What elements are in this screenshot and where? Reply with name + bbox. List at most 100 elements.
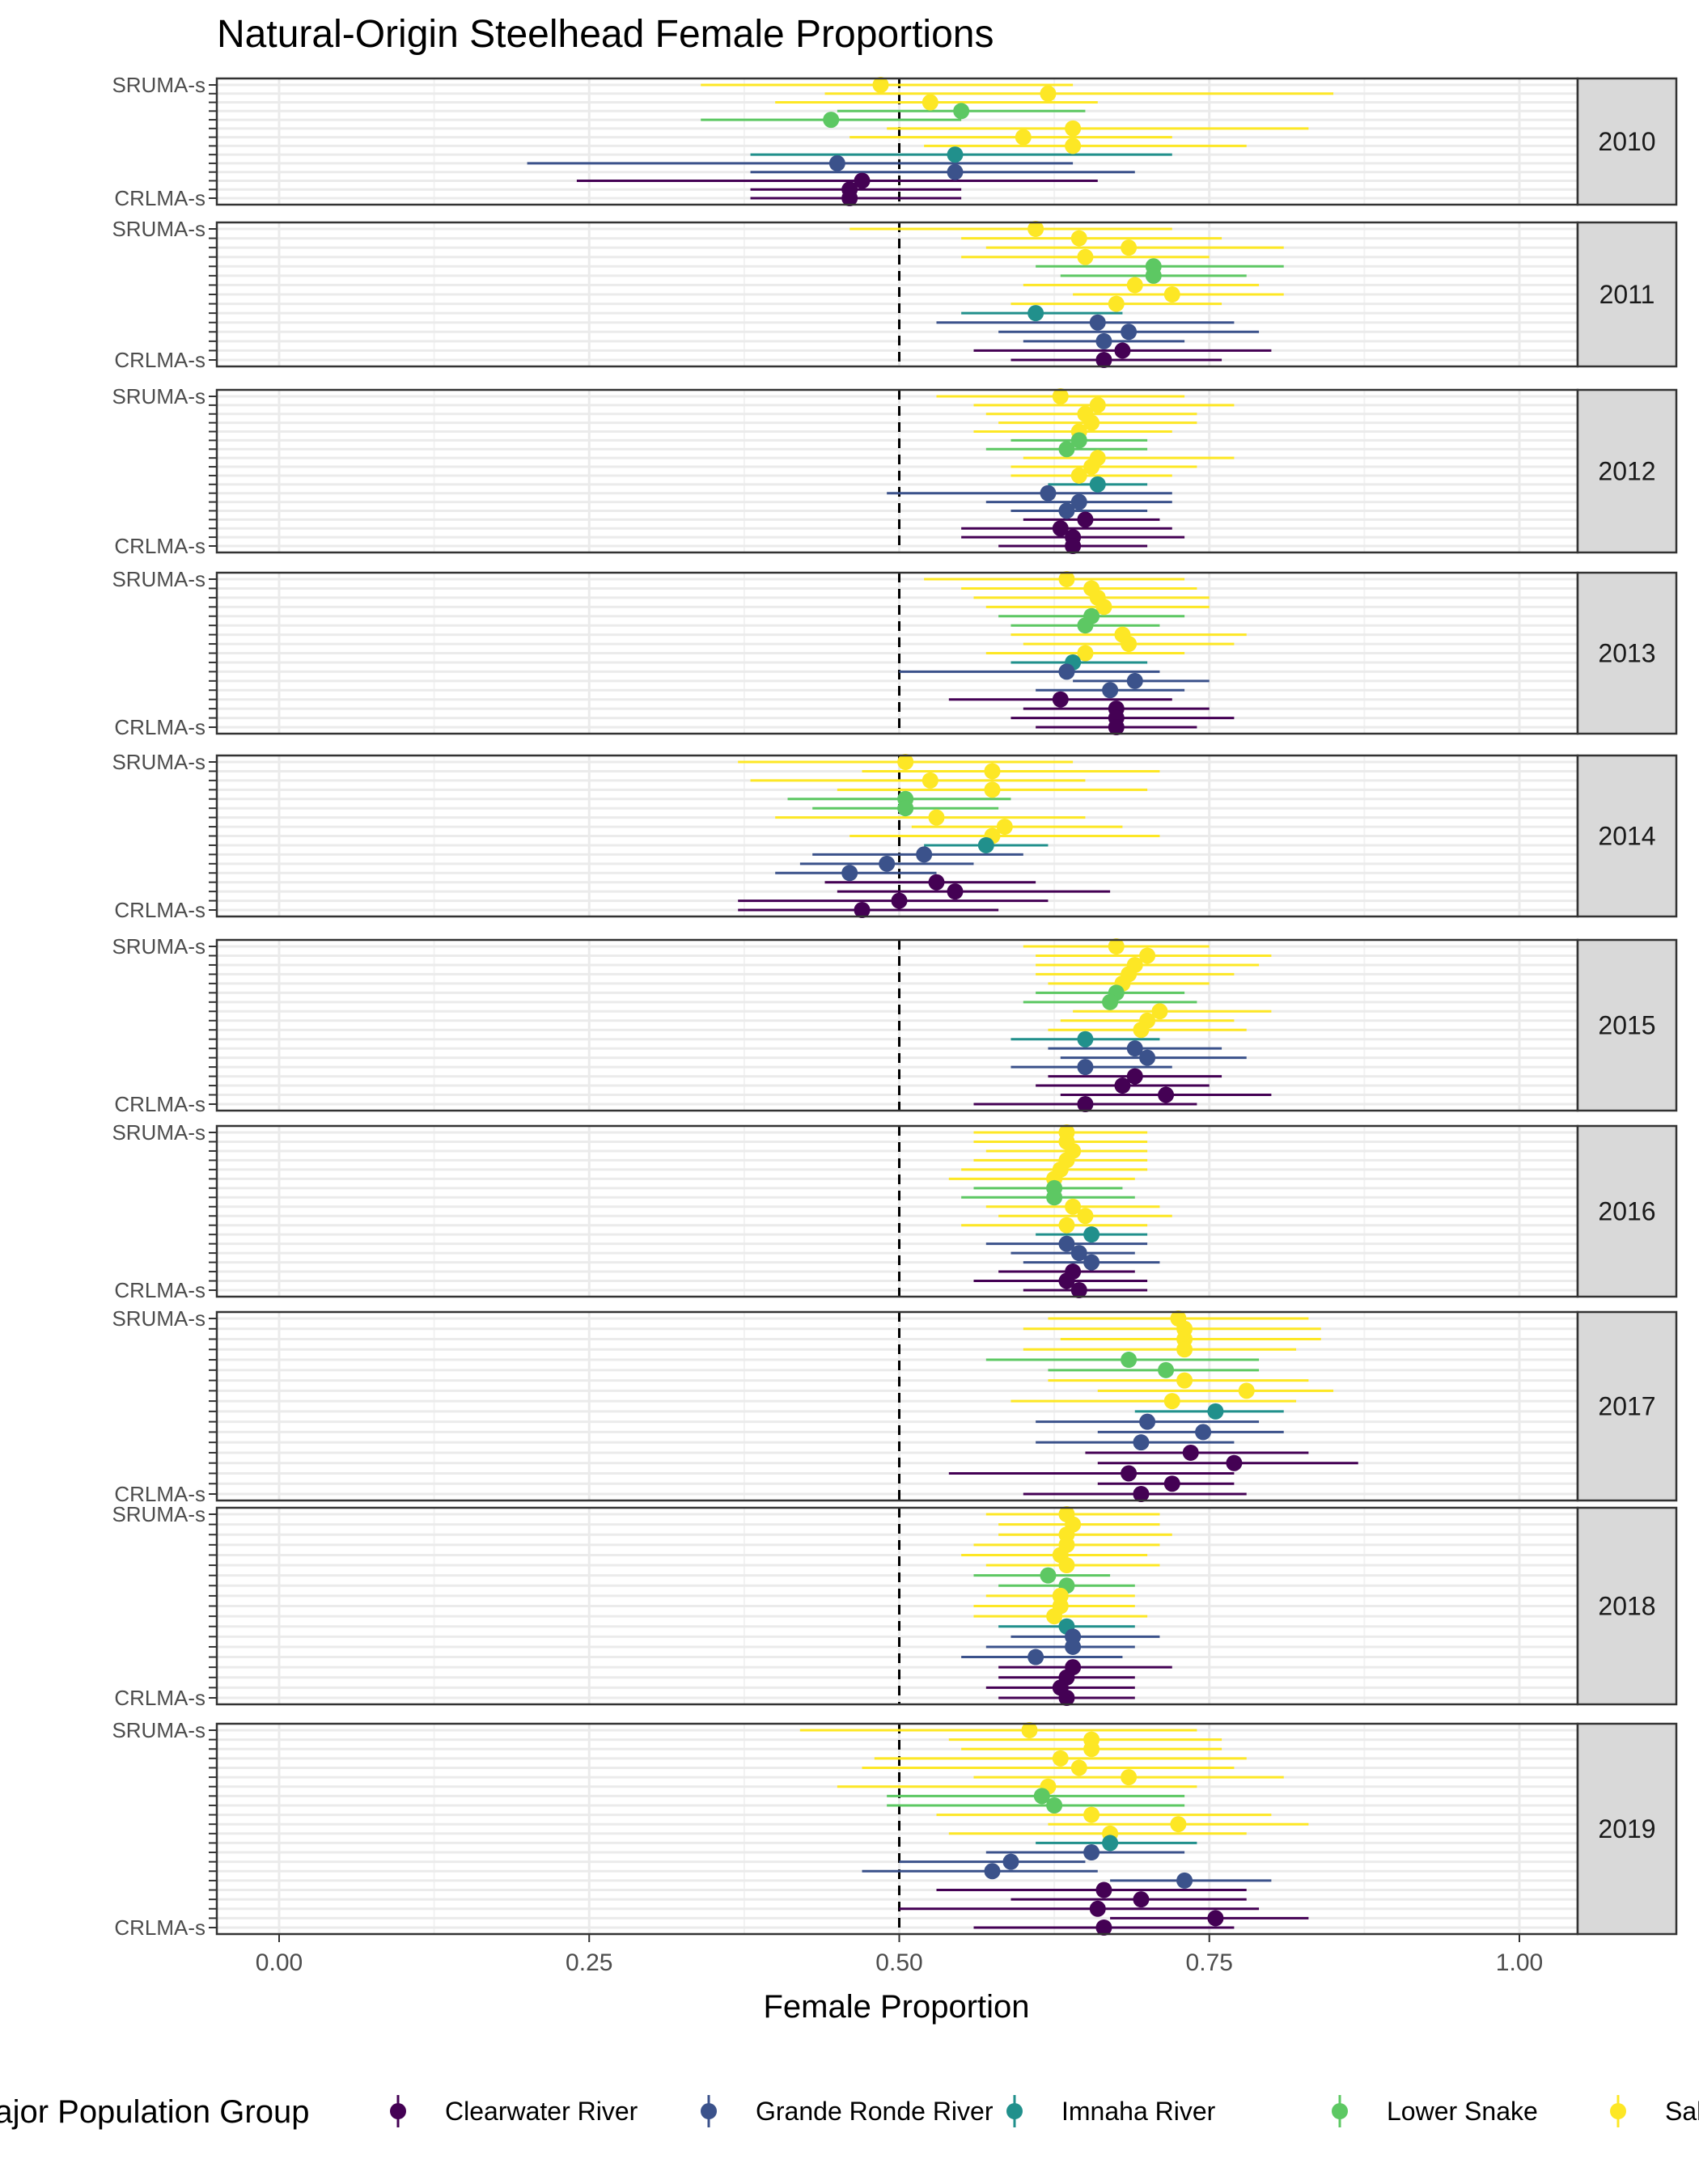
estimate-point <box>1126 672 1143 689</box>
estimate-point <box>1040 1567 1057 1584</box>
facet-strip-label: 2018 <box>1598 1592 1655 1621</box>
y-tick-label-bottom: CRLMA-s <box>114 348 205 372</box>
estimate-point <box>1182 1444 1199 1461</box>
estimate-point <box>1070 467 1087 484</box>
legend-title: Major Population Group <box>0 2094 309 2130</box>
estimate-point <box>1108 719 1125 735</box>
estimate-point <box>872 77 889 93</box>
legend-item: Imnaha River <box>1006 2095 1216 2127</box>
facet-strip-label: 2019 <box>1598 1814 1655 1843</box>
estimate-point <box>823 112 840 129</box>
estimate-point <box>854 902 871 918</box>
panel-2012: SRUMA-s CRLMA-s 2012 <box>112 384 1678 558</box>
estimate-point <box>1021 1722 1038 1738</box>
facet-strip <box>1576 1124 1678 1298</box>
estimate-point <box>1121 1769 1138 1786</box>
estimate-point <box>841 190 858 206</box>
estimate-point <box>1052 1750 1069 1767</box>
estimate-point <box>1027 221 1044 237</box>
estimate-point <box>1207 1910 1224 1927</box>
facet-strip <box>1576 1506 1678 1706</box>
estimate-point <box>1058 1272 1075 1289</box>
estimate-point <box>984 763 1001 780</box>
legend-item: Lower Snake <box>1332 2095 1538 2127</box>
estimate-point <box>897 800 914 817</box>
legend-label: Clearwater River <box>445 2097 638 2126</box>
estimate-point <box>1058 1235 1075 1252</box>
estimate-point <box>1070 1759 1087 1776</box>
estimate-point <box>1040 485 1057 502</box>
legend-key-point <box>701 2103 717 2119</box>
y-tick-label-top: SRUMA-s <box>112 567 205 591</box>
estimate-point <box>1226 1454 1243 1471</box>
estimate-point <box>1065 1638 1082 1655</box>
facet-strip <box>1576 754 1678 918</box>
panel-background <box>217 78 1578 205</box>
estimate-point <box>1046 1189 1063 1206</box>
estimate-point <box>1077 617 1094 634</box>
estimate-point <box>1114 1077 1131 1094</box>
estimate-point <box>1151 1003 1168 1020</box>
estimate-point <box>854 172 871 189</box>
estimate-point <box>1102 682 1119 699</box>
estimate-point <box>1089 396 1106 413</box>
estimate-point <box>947 883 964 900</box>
facet-strip <box>1576 938 1678 1112</box>
legend: Major Population Group Clearwater River G… <box>0 2094 1699 2130</box>
estimate-point <box>1121 324 1138 341</box>
estimate-point <box>1158 1086 1175 1103</box>
legend-label: Lower Snake <box>1387 2097 1538 2126</box>
estimate-point <box>1158 1361 1175 1378</box>
estimate-point <box>1095 1881 1112 1898</box>
legend-items: Clearwater River Grande Ronde River Imnaha… <box>390 2095 1699 2127</box>
facet-strip-label: 2012 <box>1598 457 1655 486</box>
legend-label: Salmon River <box>1665 2097 1699 2126</box>
estimate-point <box>1207 1403 1224 1420</box>
panel-2018: SRUMA-s CRLMA-s 2018 <box>112 1502 1678 1710</box>
estimate-point <box>1070 1245 1087 1262</box>
estimate-point <box>1102 993 1119 1010</box>
estimate-point <box>1133 1022 1150 1039</box>
estimate-point <box>1108 938 1125 954</box>
estimate-point <box>1170 1816 1187 1833</box>
y-tick-label-bottom: CRLMA-s <box>114 534 205 558</box>
estimate-point <box>928 809 945 826</box>
estimate-point <box>1089 476 1106 493</box>
estimate-point <box>879 855 896 872</box>
estimate-point <box>1052 520 1069 537</box>
estimate-point <box>1121 1352 1138 1369</box>
estimate-point <box>1095 332 1112 349</box>
facet-strip-label: 2017 <box>1598 1392 1655 1421</box>
estimate-point <box>1046 1797 1063 1814</box>
facet-strip <box>1576 571 1678 735</box>
estimate-point <box>953 103 970 120</box>
estimate-point <box>1065 538 1082 554</box>
facet-strip-label: 2014 <box>1598 822 1655 851</box>
estimate-point <box>1083 459 1100 476</box>
chart-title: Natural-Origin Steelhead Female Proporti… <box>217 13 994 56</box>
facet-strip-label: 2013 <box>1598 639 1655 668</box>
estimate-point <box>1163 1393 1180 1410</box>
estimate-point <box>1052 691 1069 708</box>
estimate-point <box>1133 1891 1150 1908</box>
legend-label: Imnaha River <box>1061 2097 1216 2126</box>
estimate-point <box>1083 1806 1100 1823</box>
estimate-point <box>1040 85 1057 102</box>
estimate-point <box>1102 1835 1119 1852</box>
estimate-point <box>1077 1059 1094 1076</box>
estimate-point <box>1083 1254 1100 1271</box>
estimate-point <box>996 819 1013 836</box>
estimate-point <box>1133 1434 1150 1451</box>
y-tick-label-top: SRUMA-s <box>112 934 205 959</box>
panel-2010: SRUMA-s CRLMA-s 2010 <box>112 73 1678 210</box>
estimate-point <box>1121 636 1138 653</box>
estimate-point <box>897 754 914 770</box>
y-tick-label-bottom: CRLMA-s <box>114 898 205 922</box>
panel-background <box>217 1126 1578 1297</box>
estimate-point <box>841 865 858 882</box>
estimate-point <box>1077 1208 1094 1225</box>
estimate-point <box>947 163 964 180</box>
estimate-point <box>1058 1557 1075 1574</box>
y-tick-label-bottom: CRLMA-s <box>114 1482 205 1506</box>
